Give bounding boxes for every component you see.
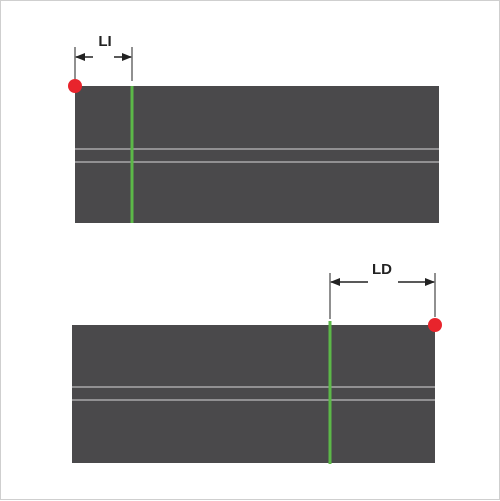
top-panel [75, 86, 439, 223]
top-panel-group: LI [68, 33, 439, 223]
bottom-panel [72, 325, 435, 463]
bottom-reference-dot [428, 318, 442, 332]
bottom-panel-group: LD [72, 261, 442, 464]
top-dimension-label: LI [98, 33, 111, 50]
bottom-dimension-label: LD [372, 261, 392, 278]
top-reference-dot [68, 79, 82, 93]
